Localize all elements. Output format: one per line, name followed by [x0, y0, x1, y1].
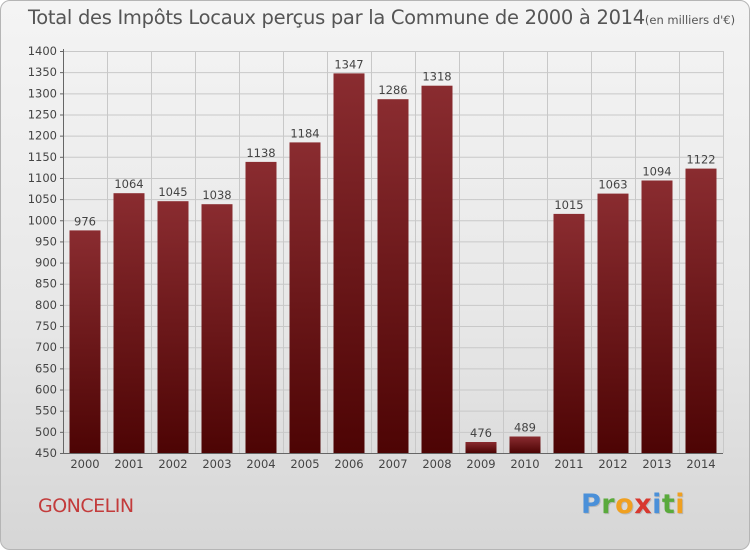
bar-2001: [113, 193, 145, 453]
logo-letter: i: [675, 489, 686, 520]
y-tick-label: 1350: [28, 65, 57, 79]
x-tick-label-2006: 2006: [334, 457, 363, 471]
bar-2011: [553, 213, 585, 453]
bar-2003: [201, 204, 233, 453]
data-label-2003: 1038: [202, 188, 231, 202]
y-tick-label: 950: [35, 234, 57, 248]
bar-2012: [597, 193, 629, 453]
y-tick-label: 1300: [28, 86, 57, 100]
bar-2000: [69, 230, 101, 453]
bar-2008: [421, 85, 453, 453]
bar-2014: [685, 168, 717, 453]
data-labels: 976 1064 1045 1038 1138 1184 1347 1286 1318 476 48…: [74, 57, 716, 440]
y-tick-label: 1200: [28, 129, 57, 143]
logo-letter: x: [634, 489, 653, 520]
bar-2013: [641, 180, 673, 453]
x-tick-label-2009: 2009: [466, 457, 495, 471]
chart-title-unit: (en milliers d'€): [644, 13, 736, 27]
y-tick-label: 550: [35, 404, 57, 418]
bar-2002: [157, 201, 189, 453]
data-label-2002: 1045: [158, 185, 187, 199]
x-tick-label-2001: 2001: [114, 457, 143, 471]
x-tick-label-2003: 2003: [202, 457, 231, 471]
data-label-2000: 976: [74, 214, 96, 228]
y-tick-label: 1250: [28, 107, 57, 121]
data-label-2008: 1318: [422, 70, 451, 84]
y-tick-label: 750: [35, 319, 57, 333]
y-tick-label: 1000: [28, 213, 57, 227]
y-tick-label: 900: [35, 256, 57, 270]
bar-2010: [509, 436, 541, 453]
x-tick-label-2010: 2010: [510, 457, 539, 471]
x-tick-label-2013: 2013: [642, 457, 671, 471]
y-tick-label: 1050: [28, 192, 57, 206]
commune-name: GONCELIN: [38, 495, 134, 517]
y-tick-label: 1150: [28, 150, 57, 164]
logo-letter: i: [652, 489, 662, 520]
x-tick-label-2007: 2007: [378, 457, 407, 471]
data-label-2001: 1064: [114, 177, 143, 191]
y-tick-label: 600: [35, 383, 57, 397]
bar-2007: [377, 99, 409, 453]
y-tick-label: 500: [35, 425, 57, 439]
logo-letter: r: [601, 489, 616, 520]
x-tick-label-2000: 2000: [70, 457, 99, 471]
y-tick-label: 800: [35, 298, 57, 312]
x-tick-label-2014: 2014: [686, 457, 715, 471]
logo-letter: t: [661, 489, 676, 520]
y-tick-label: 1400: [28, 44, 57, 58]
data-label-2009: 476: [470, 426, 492, 440]
x-tick-label-2008: 2008: [422, 457, 451, 471]
proxiti-logo[interactable]: Proxiti: [581, 489, 685, 520]
y-tick-label: 450: [35, 446, 57, 460]
y-tick-label: 850: [35, 277, 57, 291]
x-tick-label-2002: 2002: [158, 457, 187, 471]
x-tick-label-2005: 2005: [290, 457, 319, 471]
axes: 450 500 550 600 650 700 750 800 850 900 950 1000 105…: [28, 44, 723, 471]
data-label-2011: 1015: [554, 198, 583, 212]
data-label-2014: 1122: [686, 153, 715, 167]
data-label-2010: 489: [514, 421, 536, 435]
logo-letter: P: [581, 489, 602, 520]
data-label-2012: 1063: [598, 178, 627, 192]
bar-2005: [289, 142, 321, 453]
y-tick-label: 650: [35, 361, 57, 375]
data-label-2004: 1138: [246, 146, 275, 160]
logo-letter: o: [615, 489, 635, 520]
chart-title: Total des Impôts Locaux perçus par la Co…: [28, 6, 735, 29]
x-tick-label-2011: 2011: [554, 457, 583, 471]
data-label-2006: 1347: [334, 57, 363, 71]
bar-2006: [333, 73, 365, 454]
data-label-2007: 1286: [378, 83, 407, 97]
y-tick-label: 1100: [28, 171, 57, 185]
data-label-2005: 1184: [290, 126, 319, 140]
bars: [69, 73, 717, 454]
x-tick-label-2012: 2012: [598, 457, 627, 471]
chart-title-text: Total des Impôts Locaux perçus par la Co…: [28, 6, 645, 29]
data-label-2013: 1094: [642, 165, 671, 179]
bar-2009: [465, 442, 497, 453]
y-tick-label: 700: [35, 340, 57, 354]
x-tick-label-2004: 2004: [246, 457, 275, 471]
bar-2004: [245, 161, 277, 453]
